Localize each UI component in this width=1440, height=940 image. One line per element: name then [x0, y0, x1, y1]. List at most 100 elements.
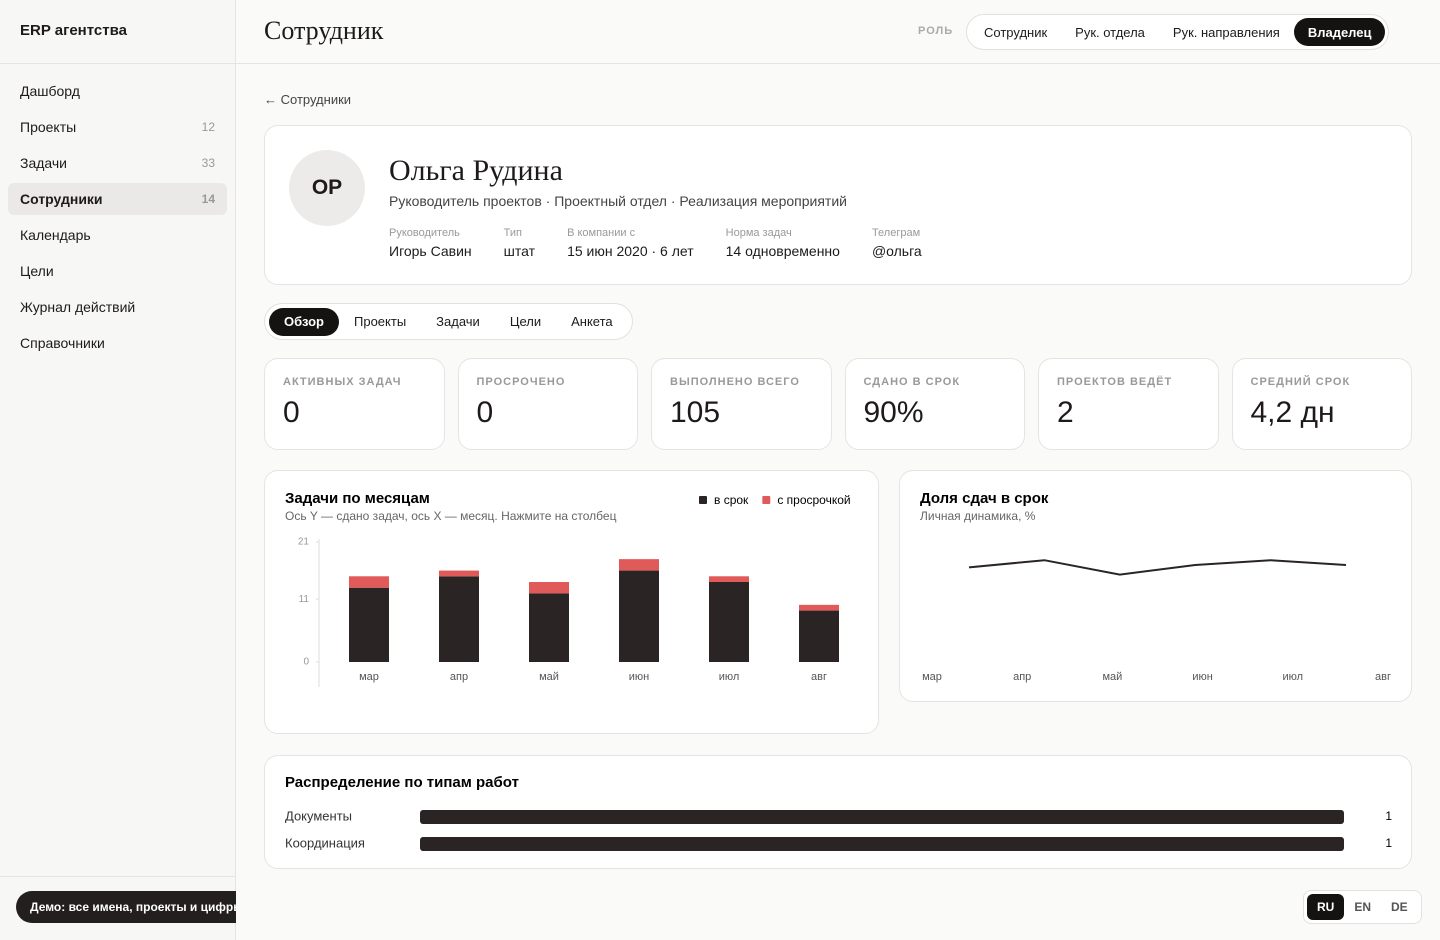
- stat-value: 90%: [863, 396, 924, 429]
- chart-subtitle: Ось Y — сдано задач, ось X — месяц. Нажм…: [285, 509, 617, 523]
- x-tick-label: май: [539, 671, 559, 683]
- nav-label: Сотрудники: [20, 191, 103, 207]
- x-tick-label: июн: [629, 671, 649, 683]
- x-tick-label: мар: [359, 671, 379, 683]
- tab[interactable]: Задачи: [436, 314, 480, 329]
- role-option[interactable]: Владелец: [1293, 18, 1386, 46]
- stat-label: СДАНО В СРОК: [863, 376, 961, 388]
- header: Сотрудник РОЛЬ Сотрудник Рук. отдела Рук. …: [236, 0, 1440, 64]
- language-option[interactable]: RU: [1307, 894, 1345, 920]
- bar-segment[interactable]: [709, 582, 749, 662]
- role-option[interactable]: Рук. отдела: [1075, 24, 1145, 40]
- chart-card: Доля сдач в срок Личная динамика, % мар апр…: [899, 470, 1412, 702]
- tab[interactable]: Проекты: [354, 314, 407, 329]
- nav-count: 12: [201, 120, 215, 134]
- x-tick-label: мар: [922, 671, 942, 683]
- field: Руководитель Игорь Савин: [389, 227, 472, 259]
- bar-segment[interactable]: [799, 610, 839, 662]
- value-label: 1: [1385, 809, 1392, 823]
- nav-item[interactable]: Задачи 33: [8, 147, 227, 179]
- stat-label: ВЫПОЛНЕНО ВСЕГО: [670, 376, 800, 388]
- nav-item[interactable]: Проекты 12: [8, 111, 227, 143]
- bar-segment[interactable]: [349, 576, 389, 588]
- bar: [420, 810, 1344, 824]
- row-label: Координация: [285, 835, 365, 850]
- role-option[interactable]: Сотрудник: [984, 24, 1048, 40]
- nav-label: Календарь: [20, 227, 91, 243]
- nav-label: Цели: [20, 263, 54, 279]
- x-tick-label: авг: [811, 671, 827, 683]
- field-value: штат: [503, 243, 536, 259]
- legend-label: в срок: [714, 493, 749, 507]
- stat-card: ПРОСРОЧЕНО 0: [457, 358, 638, 450]
- y-tick-label: 0: [303, 657, 309, 668]
- bar-segment[interactable]: [439, 570, 479, 577]
- nav-count: 33: [201, 156, 215, 170]
- nav-item[interactable]: Дашборд: [8, 75, 227, 107]
- bar-segment[interactable]: [619, 570, 659, 662]
- nav-count: 14: [201, 192, 215, 206]
- x-tick-label: авг: [1375, 671, 1391, 683]
- stat-card: ПРОЕКТОВ ВЕДЁТ 2: [1038, 358, 1219, 450]
- stat-value: 2: [1057, 396, 1074, 429]
- tab[interactable]: Цели: [509, 314, 542, 329]
- bar-segment[interactable]: [529, 593, 569, 662]
- language-option[interactable]: DE: [1391, 900, 1408, 914]
- tab[interactable]: Обзор: [269, 307, 339, 336]
- nav-item[interactable]: Цели: [8, 255, 227, 287]
- field-value: Игорь Савин: [389, 243, 472, 259]
- nav-item[interactable]: Справочники: [8, 327, 227, 359]
- divider: [0, 876, 235, 877]
- nav-label: Журнал действий: [20, 299, 136, 315]
- x-tick-label: апр: [450, 671, 468, 683]
- field-value: @ольга: [871, 243, 922, 259]
- stat-card: ВЫПОЛНЕНО ВСЕГО 105: [651, 358, 832, 450]
- employee-name: Ольга Рудина: [389, 154, 563, 187]
- bar-segment[interactable]: [529, 582, 569, 594]
- chart-card: Распределение по типам работ Документы 1 Ко…: [264, 755, 1412, 869]
- language-switch: RU EN DE: [1303, 890, 1422, 924]
- legend-swatch: [762, 496, 771, 504]
- field-label: Тип: [503, 227, 523, 239]
- stat-label: ПРОЕКТОВ ВЕДЁТ: [1057, 376, 1173, 388]
- field: В компании с 15 июн 2020 · 6 лет: [567, 227, 694, 259]
- bar-segment[interactable]: [799, 604, 839, 611]
- line: [968, 559, 1347, 576]
- x-tick-label: июл: [719, 671, 740, 683]
- chart-card: Задачи по месяцам Ось Y — сдано задач, ос…: [264, 470, 879, 734]
- field: Телеграм @ольга: [872, 227, 922, 259]
- stat-card: АКТИВНЫХ ЗАДАЧ 0: [264, 358, 445, 450]
- field-value: 15 июн 2020 · 6 лет: [567, 243, 694, 259]
- chart: Распределение по типам работ Документы 1 Ко…: [285, 774, 1392, 851]
- field-label: Норма задач: [725, 227, 792, 239]
- nav-item[interactable]: Календарь: [8, 219, 227, 251]
- bar-segment[interactable]: [439, 576, 479, 662]
- tab[interactable]: Анкета: [571, 314, 613, 329]
- nav-label: Дашборд: [20, 83, 80, 99]
- stat-label: ПРОСРОЧЕНО: [476, 376, 566, 388]
- bar-segment[interactable]: [709, 576, 749, 582]
- nav-item[interactable]: Журнал действий: [8, 291, 227, 323]
- y-tick-label: 11: [299, 594, 310, 605]
- chart-title: Задачи по месяцам: [285, 490, 430, 507]
- role-option[interactable]: Рук. направления: [1172, 24, 1280, 40]
- chart-title: Распределение по типам работ: [285, 774, 519, 791]
- stat-value: 4,2 дн: [1250, 396, 1335, 429]
- back-link[interactable]: ← Сотрудники: [264, 92, 352, 107]
- brand: ERP агентства: [20, 22, 127, 39]
- language-option[interactable]: EN: [1354, 900, 1372, 914]
- nav-item[interactable]: Сотрудники 14: [8, 183, 227, 215]
- stat-value: 105: [670, 396, 721, 429]
- x-tick-label: апр: [1013, 671, 1031, 683]
- divider: [0, 63, 235, 64]
- bar-segment[interactable]: [349, 587, 389, 662]
- sidebar: [0, 0, 236, 940]
- bar-segment[interactable]: [619, 559, 659, 571]
- chart: Доля сдач в срок Личная динамика, % мар апр…: [920, 490, 1391, 683]
- legend-swatch: [699, 496, 707, 504]
- employee-role: Руководитель проектов · Проектный отдел …: [389, 193, 847, 209]
- nav-label: Справочники: [20, 335, 105, 351]
- bar: [420, 837, 1344, 851]
